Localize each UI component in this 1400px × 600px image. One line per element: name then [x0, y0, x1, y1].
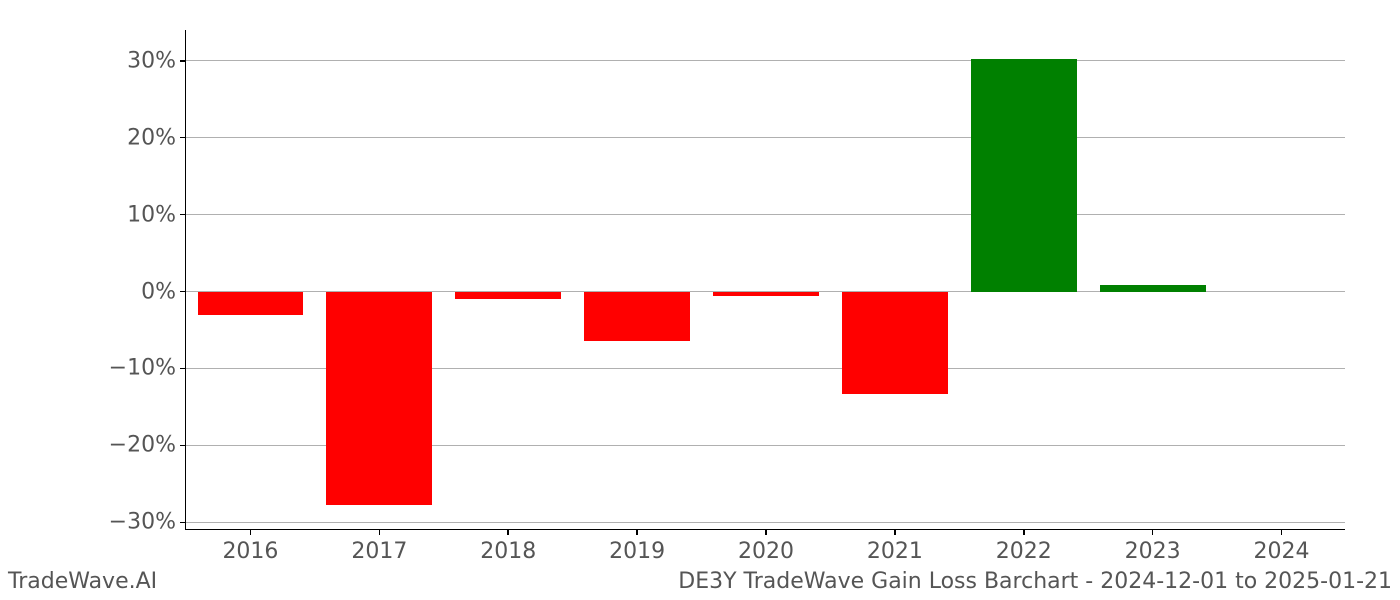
gridline	[186, 214, 1345, 215]
ytick-label: −30%	[109, 510, 186, 535]
xtick-label: 2018	[480, 529, 536, 564]
ytick-label: −20%	[109, 433, 186, 458]
bar	[455, 292, 561, 300]
gridline	[186, 60, 1345, 61]
bar	[584, 292, 690, 341]
xtick-label: 2019	[609, 529, 665, 564]
xtick-label: 2022	[996, 529, 1052, 564]
bar	[971, 59, 1077, 291]
footer-caption: DE3Y TradeWave Gain Loss Barchart - 2024…	[678, 569, 1392, 594]
xtick-label: 2017	[351, 529, 407, 564]
bar	[326, 292, 432, 506]
ytick-label: 30%	[127, 48, 186, 73]
footer-brand: TradeWave.AI	[8, 569, 157, 594]
ytick-label: 20%	[127, 125, 186, 150]
bar	[713, 292, 819, 297]
bar	[1100, 285, 1206, 291]
bar	[198, 292, 304, 316]
gridline	[186, 137, 1345, 138]
ytick-label: −10%	[109, 356, 186, 381]
xtick-label: 2023	[1125, 529, 1181, 564]
bar	[842, 292, 948, 394]
gridline	[186, 522, 1345, 523]
xtick-label: 2020	[738, 529, 794, 564]
gain-loss-barchart: −30%−20%−10%0%10%20%30%20162017201820192…	[185, 30, 1345, 530]
xtick-label: 2021	[867, 529, 923, 564]
ytick-label: 0%	[141, 279, 186, 304]
xtick-label: 2024	[1254, 529, 1310, 564]
ytick-label: 10%	[127, 202, 186, 227]
xtick-label: 2016	[222, 529, 278, 564]
